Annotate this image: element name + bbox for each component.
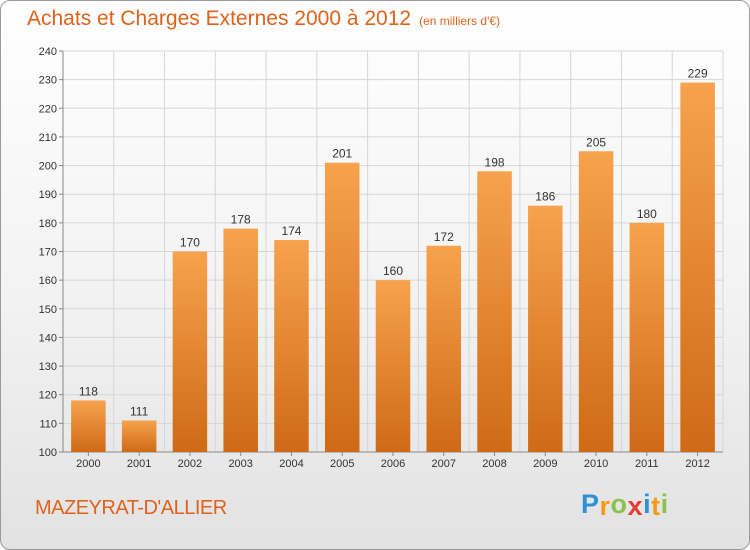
chart-title-text: Achats et Charges Externes 2000 à 2012 bbox=[27, 7, 412, 30]
x-tick-label: 2012 bbox=[685, 458, 709, 470]
y-tick-label: 120 bbox=[39, 390, 57, 402]
bar-2001 bbox=[121, 420, 157, 452]
data-label-2001: 111 bbox=[130, 404, 149, 418]
y-tick-label: 200 bbox=[39, 161, 57, 173]
y-tick-label: 100 bbox=[39, 447, 57, 459]
chart-unit: (en milliers d'€) bbox=[419, 14, 501, 28]
x-tick-label: 2011 bbox=[635, 458, 659, 470]
bar-2002 bbox=[172, 251, 208, 452]
y-tick-label: 130 bbox=[39, 361, 57, 373]
data-label-2011: 180 bbox=[637, 207, 657, 221]
x-tick-label: 2003 bbox=[228, 458, 252, 470]
bar-2010 bbox=[578, 151, 614, 452]
bar-2007 bbox=[426, 245, 462, 452]
logo-letter: x bbox=[627, 491, 644, 521]
data-label-2003: 178 bbox=[231, 213, 251, 227]
y-tick-label: 210 bbox=[39, 132, 57, 144]
x-tick-label: 2000 bbox=[76, 458, 100, 470]
data-label-2005: 201 bbox=[332, 147, 352, 161]
labels: 100 110 120 130 140 150 160 170 180 190 200 210 220 2… bbox=[39, 46, 710, 470]
x-tick-label: 2006 bbox=[381, 458, 405, 470]
x-tick-label: 2010 bbox=[584, 458, 608, 470]
y-tick-label: 150 bbox=[39, 304, 57, 316]
data-label-2004: 174 bbox=[281, 224, 301, 238]
x-tick-label: 2007 bbox=[432, 458, 456, 470]
data-label-2010: 205 bbox=[586, 135, 606, 149]
y-tick-label: 140 bbox=[39, 332, 57, 344]
bar-2006 bbox=[375, 280, 411, 452]
bar-2000 bbox=[71, 400, 106, 452]
bar-2011 bbox=[629, 222, 665, 452]
y-tick-label: 180 bbox=[39, 218, 57, 230]
y-tick-label: 110 bbox=[39, 418, 57, 430]
logo-letter: P bbox=[581, 489, 600, 519]
y-tick-label: 230 bbox=[39, 75, 57, 87]
x-tick-label: 2004 bbox=[279, 458, 303, 470]
x-tick-label: 2008 bbox=[482, 458, 506, 470]
data-label-2012: 229 bbox=[688, 67, 708, 81]
x-tick-label: 2001 bbox=[127, 458, 151, 470]
data-label-2000: 118 bbox=[79, 384, 98, 398]
data-label-2002: 170 bbox=[180, 236, 200, 250]
logo-letter: o bbox=[610, 489, 628, 519]
data-label-2007: 172 bbox=[434, 230, 454, 244]
bars bbox=[71, 82, 715, 453]
data-label-2008: 198 bbox=[485, 155, 505, 169]
y-tick-label: 190 bbox=[39, 189, 57, 201]
bar-2009 bbox=[528, 205, 563, 452]
bar-2005 bbox=[324, 162, 360, 452]
y-tick-label: 160 bbox=[39, 275, 57, 287]
x-tick-label: 2009 bbox=[533, 458, 557, 470]
x-tick-label: 2002 bbox=[178, 458, 202, 470]
x-tick-label: 2005 bbox=[330, 458, 354, 470]
bar-2008 bbox=[477, 171, 512, 453]
bar-2004 bbox=[274, 240, 309, 452]
data-label-2006: 160 bbox=[383, 264, 403, 278]
chart-title: Achats et Charges Externes 2000 à 2012 (e… bbox=[27, 7, 500, 31]
data-label-2009: 186 bbox=[535, 190, 555, 204]
logo-letter: r bbox=[599, 491, 611, 521]
y-tick-label: 220 bbox=[39, 103, 57, 115]
y-tick-label: 170 bbox=[39, 247, 57, 259]
bar-2012 bbox=[680, 82, 715, 452]
logo-letter: i bbox=[660, 489, 669, 519]
logo-letter: t bbox=[651, 491, 661, 521]
bar-2003 bbox=[223, 228, 258, 452]
y-tick-label: 240 bbox=[39, 46, 57, 58]
logo-letter: i bbox=[643, 489, 652, 519]
proxiti-logo[interactable]: Proxiti bbox=[581, 489, 669, 521]
city-name: MAZEYRAT-D'ALLIER bbox=[35, 497, 227, 519]
